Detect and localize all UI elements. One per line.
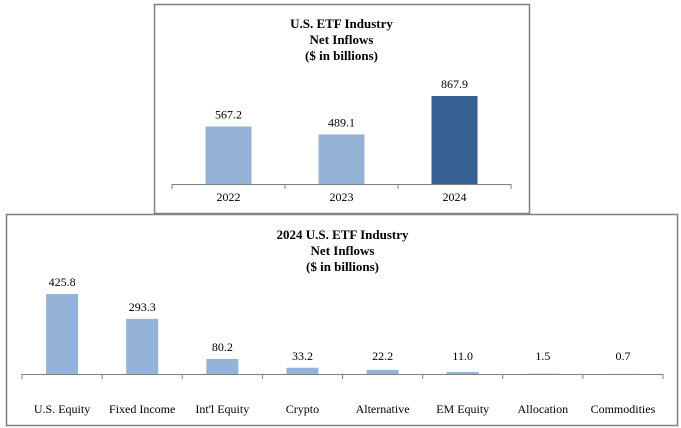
chart-title-line: 2024 U.S. ETF Industry — [276, 227, 409, 242]
category-label: 2024 — [443, 190, 467, 204]
bar — [446, 371, 479, 374]
category-label: 2023 — [330, 190, 354, 204]
data-label: 11.0 — [452, 349, 473, 363]
chart-title-line: U.S. ETF Industry — [290, 16, 393, 31]
category-label: Int'l Equity — [195, 402, 249, 416]
category-label: Fixed Income — [109, 402, 175, 416]
bar — [318, 134, 365, 184]
chart-title-line: Net Inflows — [310, 32, 374, 47]
category-label: Alternative — [356, 402, 410, 416]
category-label: Allocation — [517, 402, 568, 416]
data-label: 293.3 — [129, 300, 156, 314]
data-label: 22.2 — [372, 349, 393, 363]
data-label: 0.7 — [615, 349, 630, 363]
bar — [366, 369, 399, 374]
bar — [286, 367, 319, 374]
bar — [205, 126, 252, 184]
category-label: U.S. Equity — [34, 402, 90, 416]
bar — [126, 318, 159, 374]
bar — [206, 358, 239, 374]
data-label: 33.2 — [292, 349, 313, 363]
bar — [431, 95, 478, 184]
data-label: 1.5 — [535, 349, 550, 363]
chart-frame — [5, 213, 679, 427]
category-label: Crypto — [286, 402, 319, 416]
data-label: 80.2 — [212, 340, 233, 354]
data-label: 567.2 — [215, 107, 242, 121]
data-label: 867.9 — [441, 77, 468, 91]
chart-title-line: Net Inflows — [311, 243, 375, 258]
chart-title-line: ($ in billions) — [305, 48, 378, 63]
data-label: 425.8 — [49, 275, 76, 289]
data-label: 489.1 — [328, 115, 355, 129]
category-label: Commodities — [591, 402, 656, 416]
category-label: 2022 — [217, 190, 241, 204]
category-label: EM Equity — [436, 402, 489, 416]
bar — [46, 293, 79, 374]
chart-title-line: ($ in billions) — [306, 259, 379, 274]
